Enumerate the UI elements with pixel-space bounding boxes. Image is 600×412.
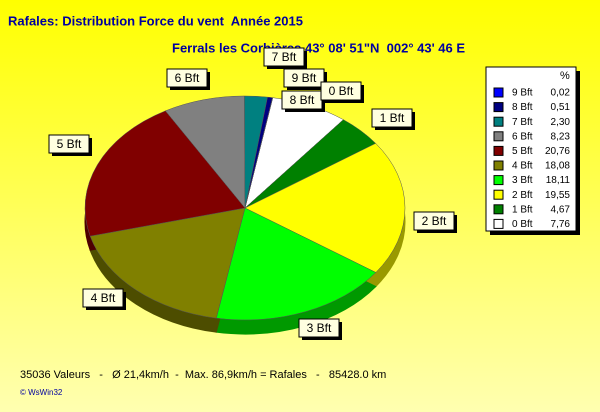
legend-label: 9 Bft	[512, 88, 533, 99]
legend-label: 2 Bft	[512, 190, 533, 201]
label-box	[371, 108, 413, 128]
legend-label: 5 Bft	[512, 146, 533, 157]
legend-value: 0,51	[551, 102, 571, 113]
slice-label: 5 Bft	[57, 137, 82, 151]
label-box	[298, 318, 340, 338]
slice-label: 8 Bft	[290, 93, 315, 107]
footer: 35036 Valeurs - Ø 21,4km/h - Max. 86,9km…	[20, 369, 386, 381]
legend-swatch	[493, 204, 504, 215]
legend-items: 9 Bft 0,02 8 Bft 0,51 7 Bft 2,30 6 Bft 8,23 5 Bf…	[493, 87, 571, 230]
slice	[89, 207, 246, 319]
legend-swatch	[493, 87, 504, 98]
slice	[244, 97, 274, 209]
label-box	[166, 68, 208, 88]
pie	[84, 95, 406, 335]
slice-label: 4 Bft	[91, 291, 116, 305]
legend-swatch	[493, 131, 504, 142]
legend-swatch	[493, 102, 504, 113]
slice-label: 0 Bft	[329, 84, 354, 98]
legend-value: 4,67	[551, 204, 571, 215]
slice-label: 9 Bft	[292, 71, 317, 85]
legend-value: 18,08	[545, 161, 570, 172]
label-box	[48, 134, 90, 154]
slice-label: 7 Bft	[272, 50, 297, 64]
legend-swatch	[493, 145, 504, 156]
legend-label: 6 Bft	[512, 131, 533, 142]
slice-label: 6 Bft	[175, 71, 200, 85]
legend-swatch	[493, 218, 504, 229]
legend-swatch	[493, 160, 504, 171]
chart-title: Rafales: Distribution Force du vent Anné…	[8, 13, 303, 28]
legend-label: 1 Bft	[512, 204, 533, 215]
slice-label: 3 Bft	[307, 321, 332, 335]
label-box	[320, 81, 362, 101]
credit: © WsWin32	[20, 388, 63, 397]
legend-value: 0,02	[551, 88, 571, 99]
legend-label: 8 Bft	[512, 102, 533, 113]
legend-value: 18,11	[546, 175, 571, 186]
legend-value: 2,30	[551, 117, 571, 128]
label-box	[263, 47, 305, 67]
legend-value: 19,55	[545, 190, 570, 201]
slice	[215, 207, 377, 321]
legend-swatch	[493, 116, 504, 127]
label-box	[82, 288, 124, 308]
legend-label: 7 Bft	[512, 117, 533, 128]
legend-label: 0 Bft	[512, 219, 533, 230]
chart-subtitle: Ferrals les Corbières 43° 08' 51"N 002° …	[172, 40, 465, 55]
slice-labels: 9 Bft 8 Bft 7 Bft 6 Bft 5 Bft 4 Bft 3 Bft 2 Bft…	[48, 47, 457, 340]
slice	[84, 110, 246, 237]
legend-swatch	[493, 189, 504, 200]
slice-label: 2 Bft	[422, 214, 447, 228]
slice-label: 1 Bft	[380, 111, 405, 125]
legend-value: 7,76	[551, 219, 571, 230]
legend-swatch	[493, 175, 504, 186]
legend-label: 3 Bft	[512, 175, 533, 186]
legend-label: 4 Bft	[512, 161, 533, 172]
legend-value: 20,76	[545, 146, 570, 157]
legend-value: 8,23	[551, 131, 571, 142]
legend-header: %	[560, 70, 570, 82]
label-box	[413, 211, 455, 231]
slice	[244, 143, 406, 273]
